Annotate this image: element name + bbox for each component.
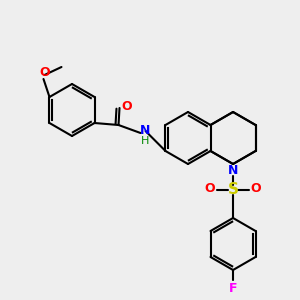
Text: O: O bbox=[205, 182, 215, 196]
Text: F: F bbox=[229, 281, 237, 295]
Text: N: N bbox=[140, 124, 151, 137]
Text: O: O bbox=[39, 65, 50, 79]
Text: N: N bbox=[228, 164, 238, 178]
Text: O: O bbox=[251, 182, 261, 196]
Text: S: S bbox=[227, 182, 239, 197]
Text: O: O bbox=[121, 100, 132, 113]
Text: H: H bbox=[141, 136, 150, 146]
